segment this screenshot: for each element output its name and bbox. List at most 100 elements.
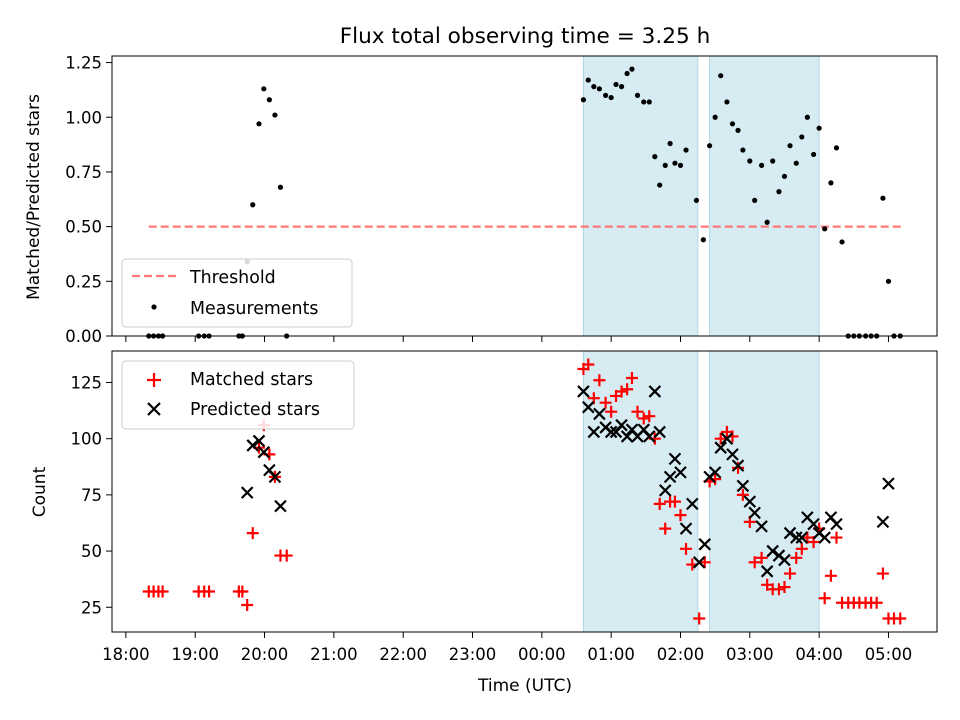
y-tick-label: 1.25: [65, 54, 102, 73]
x-tick-label: 05:00: [865, 645, 913, 664]
matched-star-point: [784, 567, 797, 580]
measurement-point: [740, 147, 746, 153]
predicted-star-point: [604, 425, 618, 439]
matched-star-point: [680, 542, 693, 555]
matched-star-point: [236, 585, 249, 598]
count-points: [142, 358, 907, 625]
predicted-star-point: [789, 531, 803, 544]
x-tick-label: 23:00: [449, 645, 497, 664]
bottom-plot-frame: [111, 350, 938, 633]
x-tick-label: 02:00: [657, 645, 705, 664]
matched-star-point: [246, 527, 259, 540]
predicted-legend-label: Predicted stars: [190, 400, 320, 420]
y-tick-label: 0.00: [65, 327, 102, 346]
matched-star-point: [615, 385, 628, 398]
measurement-point: [618, 84, 625, 90]
measurement-point: [880, 195, 886, 201]
measurements-legend-label: Measurements: [190, 299, 318, 319]
predicted-star-point: [252, 434, 266, 448]
measurement-point: [735, 127, 741, 133]
measurement-point: [613, 81, 619, 88]
measurement-point: [603, 92, 609, 98]
top-shaded-intervals: [582, 55, 820, 337]
measurement-point: [793, 160, 799, 166]
matched-star-point: [894, 612, 907, 625]
x-tick-label: 01:00: [587, 645, 635, 664]
matched-star-point: [778, 581, 791, 594]
matched-star-point: [772, 583, 785, 596]
measurement-point: [662, 162, 668, 168]
x-tick-label: 04:00: [795, 645, 843, 664]
measurement-point: [764, 219, 770, 225]
predicted-star-point: [698, 538, 712, 551]
x-tick-label: 20:00: [241, 645, 289, 664]
top-y-label: Matched/Predicted stars: [24, 94, 44, 300]
measurement-point: [657, 182, 663, 188]
predicted-star-point: [577, 385, 590, 398]
top-x-ticks: [125, 336, 889, 342]
measurements-legend-swatch: [151, 304, 157, 310]
predicted-star-point: [830, 517, 843, 531]
measurement-point: [277, 184, 284, 190]
predicted-star-point: [766, 544, 779, 558]
predicted-star-point: [653, 425, 666, 439]
y-tick-label: 0.25: [65, 272, 102, 291]
top-panel: 0.00 0.25 0.50 0.75 1.00 1.25 Matched/Predict…: [24, 54, 938, 346]
measurement-point: [770, 158, 776, 164]
measurement-point: [729, 121, 736, 127]
predicted-star-point: [778, 553, 791, 567]
bottom-legend-box: [121, 360, 355, 430]
predicted-star-point: [268, 470, 282, 484]
matched-star-point: [593, 374, 606, 387]
measurement-point: [781, 173, 788, 179]
measurement-point: [261, 86, 267, 92]
measurement-point: [776, 189, 782, 195]
measurement-point: [787, 143, 793, 149]
predicted-star-point: [783, 526, 797, 540]
predicted-star-point: [726, 448, 739, 461]
predicted-legend-swatch: [147, 402, 161, 416]
measurement-point: [747, 158, 753, 164]
chart-title: Flux total observing time = 3.25 h: [340, 24, 711, 49]
matched-star-point: [203, 585, 216, 598]
predicted-star-point: [755, 520, 768, 533]
matched-star-point: [156, 585, 169, 598]
predicted-star-point: [643, 430, 656, 443]
measurement-point: [752, 197, 758, 203]
matched-star-point: [582, 358, 595, 371]
predicted-star-point: [748, 506, 761, 520]
predicted-star-point: [685, 497, 699, 511]
top-y-axis: 0.00 0.25 0.50 0.75 1.00 1.25: [65, 54, 112, 346]
y-tick-label: 125: [71, 373, 103, 392]
top-plot-frame: [111, 55, 938, 337]
y-tick-label: 50: [81, 542, 102, 561]
predicted-star-point: [582, 400, 595, 414]
matched-star-point: [280, 549, 293, 562]
predicted-star-point: [615, 418, 628, 432]
matched-star-point: [693, 612, 706, 625]
predicted-star-point: [587, 425, 601, 439]
predicted-star-point: [807, 517, 820, 531]
predicted-star-point: [818, 531, 831, 544]
y-tick-label: 0.75: [65, 163, 102, 182]
measurement-point: [672, 160, 678, 166]
matched-star-point: [755, 551, 768, 564]
matched-star-point: [736, 488, 749, 501]
measurement-point: [885, 278, 892, 284]
matched-star-point: [790, 551, 803, 564]
predicted-star-point: [246, 439, 260, 452]
threshold-legend-label: Threshold: [189, 268, 276, 288]
measurement-point: [667, 140, 673, 147]
matched-star-point: [732, 461, 745, 474]
x-axis-label: Time (UTC): [477, 676, 572, 696]
measurement-point: [683, 147, 689, 153]
predicted-star-point: [274, 499, 287, 513]
predicted-star-point: [593, 407, 606, 421]
bottom-y-axis: 25 50 75 100 125: [71, 373, 112, 617]
measurement-point: [256, 121, 262, 127]
measurement-point: [250, 202, 256, 208]
matched-legend-label: Matched stars: [190, 370, 313, 390]
measurement-point: [608, 94, 614, 101]
matched-star-point: [621, 383, 634, 396]
predicted-star-point: [720, 432, 734, 445]
